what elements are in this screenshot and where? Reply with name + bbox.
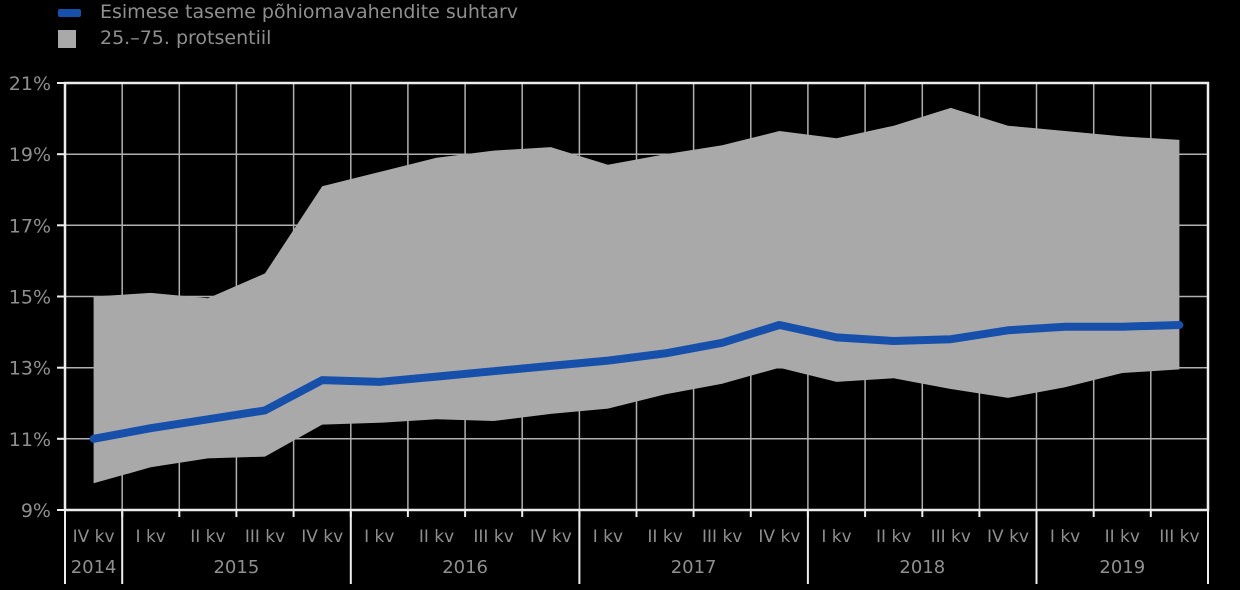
year-label: 2016 <box>442 557 488 578</box>
quarter-label: I kv <box>593 527 623 547</box>
year-label: 2015 <box>213 557 259 578</box>
year-label: 2017 <box>671 557 717 578</box>
quarter-label: III kv <box>245 527 285 547</box>
y-tick-label: 11% <box>9 429 51 451</box>
quarter-label: IV kv <box>987 527 1029 547</box>
quarter-label: II kv <box>190 527 225 547</box>
quarter-label: I kv <box>1050 527 1080 547</box>
band-swatch-box <box>58 29 84 48</box>
quarter-label: III kv <box>1159 527 1199 547</box>
quarter-label: II kv <box>419 527 454 547</box>
legend-item-percentile-band: 25.–75. protsentiil <box>58 28 518 49</box>
year-label: 2018 <box>899 557 945 578</box>
quarter-label: IV kv <box>758 527 800 547</box>
median-swatch-box <box>58 8 84 17</box>
quarter-label: IV kv <box>73 527 115 547</box>
quarter-label: II kv <box>647 527 682 547</box>
quarter-label: III kv <box>931 527 971 547</box>
median-legend-label: Esimese taseme põhiomavahendite suhtarv <box>100 1 519 23</box>
percentile-band-legend-label: 25.–75. protsentiil <box>100 27 272 49</box>
y-tick-label: 13% <box>9 358 51 380</box>
quarter-label: III kv <box>702 527 742 547</box>
quarter-label: IV kv <box>530 527 572 547</box>
percentile-band-swatch <box>58 29 76 48</box>
quarter-label: IV kv <box>301 527 343 547</box>
year-label: 2019 <box>1099 557 1145 578</box>
y-tick-label: 9% <box>21 500 51 522</box>
year-label: 2014 <box>71 557 117 578</box>
median-line <box>89 321 1184 443</box>
legend-item-median: Esimese taseme põhiomavahendite suhtarv <box>58 2 518 23</box>
legend: Esimese taseme põhiomavahendite suhtarv … <box>58 2 518 49</box>
percentile-band-area <box>93 107 1180 484</box>
quarter-label: II kv <box>876 527 911 547</box>
quarter-label: I kv <box>136 527 166 547</box>
y-tick-label: 19% <box>9 144 51 166</box>
y-tick-label: 21% <box>9 73 51 95</box>
quarter-label: I kv <box>821 527 851 547</box>
quarter-label: I kv <box>364 527 394 547</box>
y-tick-label: 15% <box>9 287 51 309</box>
median-line-swatch <box>58 8 81 17</box>
quarter-label: II kv <box>1105 527 1140 547</box>
y-tick-label: 17% <box>9 215 51 237</box>
quarter-label: III kv <box>473 527 513 547</box>
